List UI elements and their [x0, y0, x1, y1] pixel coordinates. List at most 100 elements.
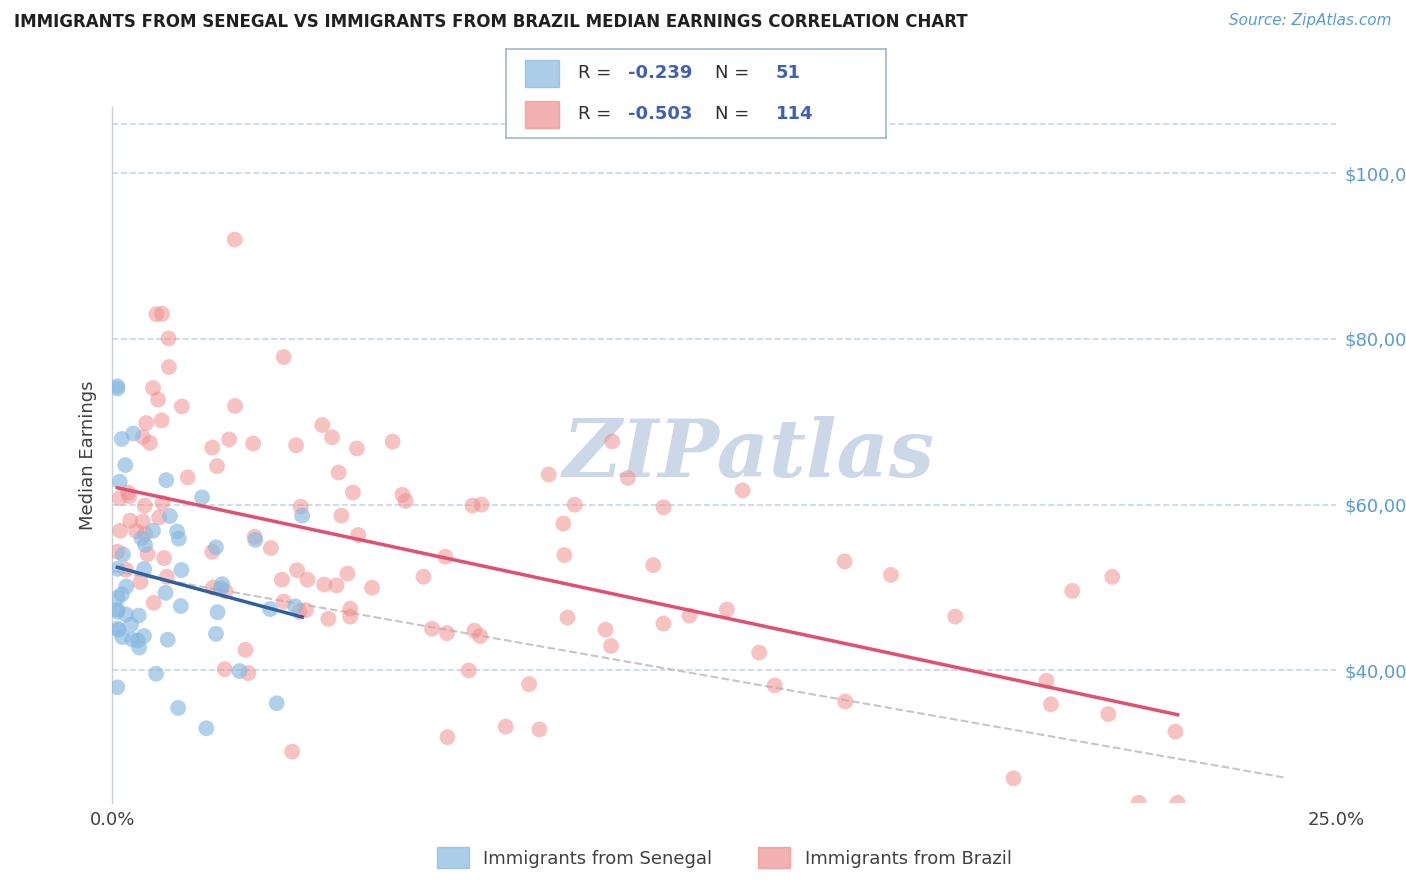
Point	[108, 524, 131, 538]
Point	[114, 458, 136, 472]
Point	[107, 623, 129, 637]
Point	[678, 608, 700, 623]
Point	[347, 528, 370, 542]
Point	[121, 632, 143, 647]
Point	[153, 551, 176, 566]
Text: IMMIGRANTS FROM SENEGAL VS IMMIGRANTS FROM BRAZIL MEDIAN EARNINGS CORRELATION CH: IMMIGRANTS FROM SENEGAL VS IMMIGRANTS FR…	[14, 13, 967, 31]
Point	[273, 594, 295, 608]
Point	[157, 331, 180, 345]
Point	[145, 666, 167, 681]
Point	[120, 617, 142, 632]
Point	[157, 359, 180, 374]
Point	[111, 548, 134, 562]
Point	[731, 483, 754, 498]
Point	[461, 499, 484, 513]
Point	[1167, 796, 1189, 810]
Point	[209, 582, 232, 596]
Point	[105, 544, 128, 558]
Point	[228, 664, 250, 678]
Point	[834, 694, 856, 708]
Point	[207, 605, 229, 619]
Point	[1062, 583, 1084, 598]
Point	[201, 441, 224, 455]
Point	[391, 488, 413, 502]
Point	[139, 436, 162, 450]
Point	[214, 584, 236, 599]
Point	[463, 624, 485, 638]
Point	[1164, 724, 1187, 739]
Point	[1039, 698, 1062, 712]
Point	[288, 605, 311, 619]
Point	[156, 570, 179, 584]
Point	[325, 578, 347, 592]
Text: R =: R =	[578, 64, 617, 82]
Point	[105, 591, 128, 605]
Text: 114: 114	[776, 105, 813, 123]
Point	[342, 485, 364, 500]
Point	[339, 609, 361, 624]
Point	[600, 434, 623, 449]
Point	[436, 730, 458, 744]
Point	[170, 599, 193, 613]
Point	[148, 510, 170, 524]
Point	[150, 307, 173, 321]
Point	[128, 640, 150, 655]
Point	[145, 307, 167, 321]
Point	[297, 573, 319, 587]
Point	[142, 524, 165, 538]
Point	[716, 602, 738, 616]
Point	[128, 608, 150, 623]
Point	[135, 416, 157, 430]
Point	[564, 498, 586, 512]
Point	[748, 646, 770, 660]
Point	[134, 499, 156, 513]
Point	[142, 381, 165, 395]
Point	[395, 494, 418, 508]
Point	[470, 629, 492, 643]
FancyBboxPatch shape	[526, 60, 560, 87]
Point	[600, 639, 623, 653]
Point	[652, 500, 675, 515]
Point	[553, 516, 575, 531]
Point	[652, 616, 675, 631]
Point	[108, 491, 131, 505]
Point	[259, 602, 281, 616]
Point	[328, 466, 350, 480]
Point	[434, 549, 457, 564]
Point	[529, 723, 551, 737]
Point	[205, 540, 228, 554]
Point	[132, 629, 155, 643]
Point	[205, 459, 228, 474]
Point	[195, 721, 218, 735]
Point	[191, 491, 214, 505]
Point	[281, 745, 304, 759]
Point	[457, 664, 479, 678]
Point	[131, 532, 153, 546]
Point	[880, 568, 903, 582]
Point	[211, 577, 233, 591]
Text: ZIPatlas: ZIPatlas	[562, 417, 935, 493]
Point	[517, 677, 540, 691]
Point	[159, 509, 181, 524]
Point	[167, 701, 190, 715]
Point	[105, 379, 128, 393]
Point	[167, 532, 190, 546]
Point	[105, 680, 128, 694]
Point	[224, 399, 246, 413]
Point	[214, 662, 236, 676]
Point	[321, 430, 343, 444]
Point	[218, 433, 240, 447]
Point	[108, 475, 131, 489]
Point	[314, 577, 336, 591]
Point	[105, 562, 128, 576]
Point	[617, 471, 640, 485]
Point	[295, 603, 318, 617]
Point	[202, 581, 225, 595]
Point	[201, 545, 224, 559]
Point	[176, 470, 198, 484]
Text: 51: 51	[776, 64, 800, 82]
Point	[170, 400, 193, 414]
Point	[346, 442, 368, 456]
Text: Source: ZipAtlas.com: Source: ZipAtlas.com	[1229, 13, 1392, 29]
Point	[120, 514, 142, 528]
